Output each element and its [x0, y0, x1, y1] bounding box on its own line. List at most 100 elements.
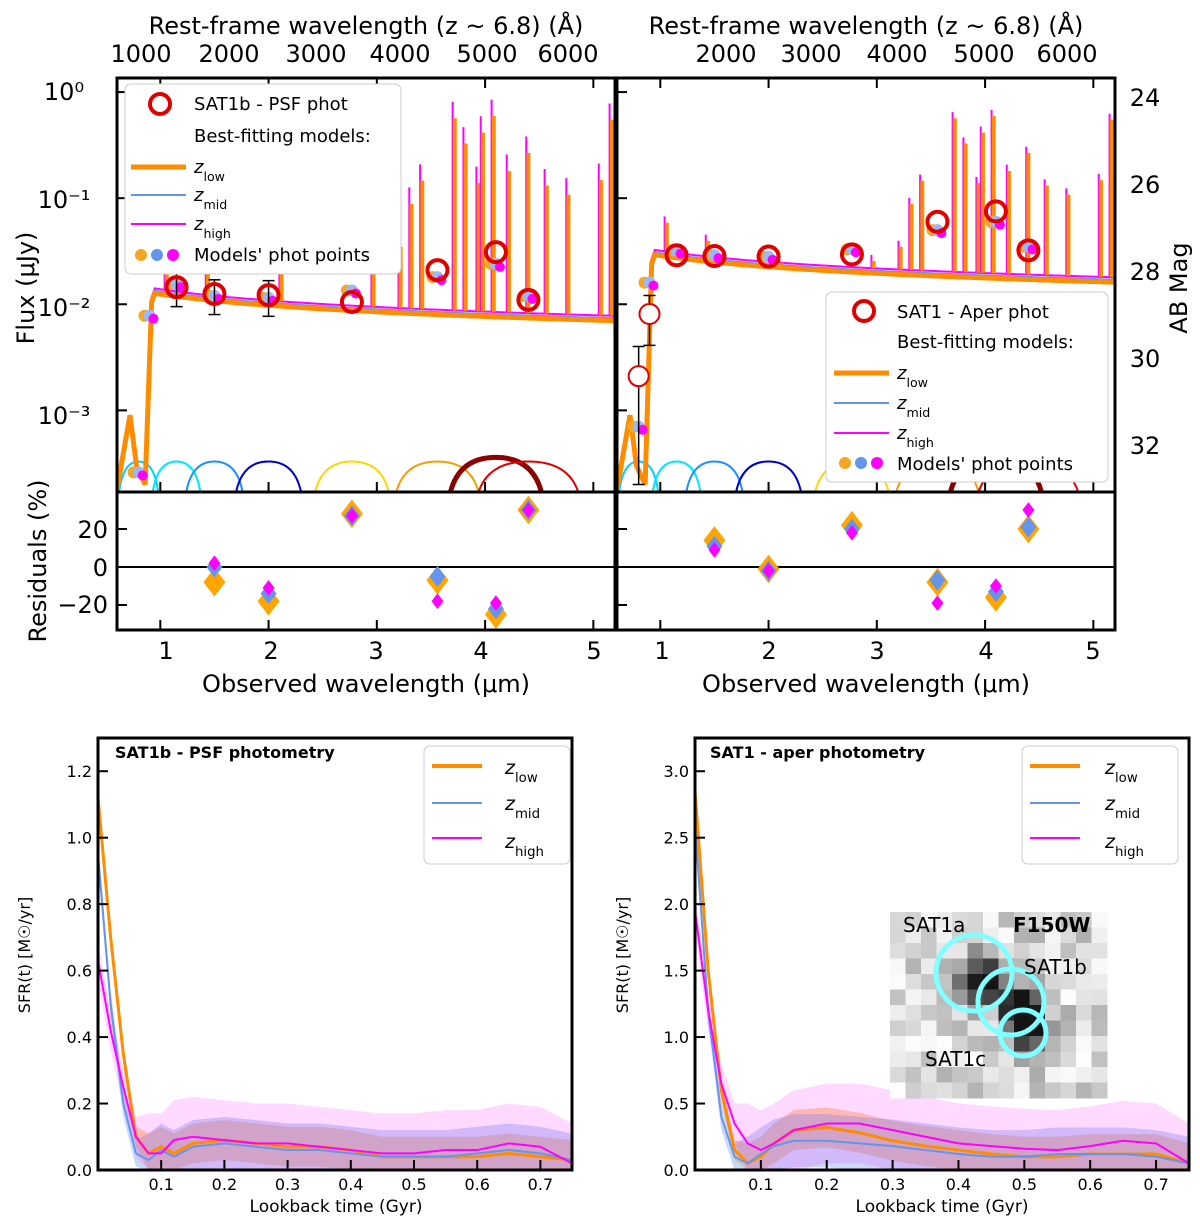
filter-curve [477, 460, 580, 492]
inset-pixel [921, 1082, 937, 1099]
y-tick-label: 3.0 [664, 762, 689, 781]
inset-pixel [890, 974, 906, 990]
mag-tick: 32 [1130, 432, 1161, 460]
y-tick-label: 0.0 [664, 1161, 689, 1180]
inset-pixel [1045, 958, 1061, 975]
legend-obs-label: SAT1b - PSF phot [194, 94, 348, 115]
inset-pixel [952, 912, 968, 928]
filter-curve [685, 460, 744, 492]
legend-obs-marker [148, 92, 172, 116]
residual-xtick: 1 [158, 637, 173, 665]
top-tick: 3000 [285, 40, 346, 68]
sfh-legend-high: zhigh [504, 831, 544, 860]
inset-pixel [952, 1036, 968, 1052]
y-tick-label: 1.0 [67, 829, 92, 848]
legend-high-label: zhigh [896, 423, 934, 450]
mag-tick: 30 [1130, 345, 1161, 373]
top-axis-label-right: Rest-frame wavelength (z ~ 6.8) (Å) [649, 11, 1084, 40]
y-tick-label: 1.0 [664, 1028, 689, 1047]
inset-pixel [967, 912, 984, 928]
inset-pixel [936, 912, 953, 928]
observed-point [1016, 238, 1041, 263]
inset-pixel [1029, 927, 1046, 944]
inset-pixel [905, 1005, 922, 1021]
spectrum-z-low [117, 290, 615, 490]
inset-pixel [905, 912, 922, 928]
sfh-right-legend: zlow zmid zhigh [1021, 745, 1179, 865]
sed-right-ylabel: AB Mag [1165, 242, 1193, 333]
inset-pixel [921, 912, 937, 928]
inset-pixel [905, 958, 922, 975]
inset-pixel [890, 1036, 906, 1052]
sfh-line [695, 910, 1189, 1165]
inset-pixel [1014, 912, 1030, 928]
filter-curve [151, 460, 202, 492]
filter-curve [185, 460, 244, 492]
residual-diamond [989, 578, 1002, 594]
inset-pixel [998, 1051, 1015, 1068]
inset-pixel [1045, 912, 1061, 928]
model-point-high [637, 424, 648, 435]
inset-pixel [998, 1067, 1015, 1083]
top-tick: 5000 [456, 40, 517, 68]
inset-pixel [1060, 943, 1077, 959]
legend-mid-label: zmid [193, 185, 227, 212]
inset-pixel [1076, 1082, 1092, 1099]
sfh-right-ylabel: SFR(t) [M☉/yr] [613, 897, 632, 1013]
inset-pixel [1060, 1082, 1077, 1099]
inset-pixel [952, 974, 968, 990]
y-tick-label: 0.5 [664, 1095, 689, 1114]
inset-pixel [998, 1005, 1015, 1021]
inset-pixel [905, 943, 922, 959]
inset-pixel [967, 943, 984, 959]
sed-legend-left: SAT1b - PSF phot Best-fitting models: zl… [124, 83, 402, 275]
legend-models-title: Best-fitting models: [897, 332, 1074, 353]
observed-point [839, 242, 864, 267]
inset-pixel [952, 943, 968, 959]
mag-tick: 28 [1130, 258, 1161, 286]
sed-legend-right: SAT1 - Aper phot Best-fitting models: zl… [825, 291, 1109, 483]
inset-pixel [1014, 927, 1030, 944]
inset-pixel [983, 1036, 999, 1052]
observed-point [925, 209, 950, 234]
inset-pixel [1029, 1067, 1046, 1083]
inset-pixel [1091, 1067, 1108, 1083]
inset-pixel [1091, 1036, 1108, 1052]
residual-xtick: 5 [1085, 637, 1100, 665]
model-point-high [527, 293, 538, 304]
inset-pixel [890, 1082, 906, 1099]
inset-pixel [936, 1020, 953, 1037]
observed-point [202, 281, 227, 306]
sfh-legend-mid: zmid [504, 793, 540, 822]
inset-pixel [1045, 1082, 1061, 1099]
residual-diamond [262, 580, 275, 596]
x-tick-label: 0.1 [748, 1175, 773, 1194]
inset-pixel [921, 927, 937, 944]
residual-panel-left [117, 495, 615, 630]
inset-pixel [983, 943, 999, 959]
inset-pixel [1076, 912, 1092, 928]
inset-pixel [921, 1020, 937, 1037]
filter-curve [651, 460, 702, 492]
legend-mid-label: zmid [896, 393, 930, 420]
sfh-left-legend: zlow zmid zhigh [423, 745, 571, 865]
observed-point [164, 275, 189, 300]
inset-pixel [905, 927, 922, 944]
inset-pixel [890, 912, 906, 928]
residual-xtick: 4 [473, 637, 488, 665]
inset-pixel [1014, 974, 1030, 990]
y-tick-label: 1.2 [67, 762, 92, 781]
inset-pixel [921, 1051, 937, 1068]
inset-pixel [890, 1020, 906, 1037]
inset-pixel [921, 958, 937, 975]
sfh-right-ticks: 0.1 0.2 0.3 0.4 0.5 0.6 0.7 0.0 0.5 1.0 1.5 2.0 2.5 3… [664, 762, 1169, 1194]
residual-diamond [203, 567, 226, 597]
inset-pixel [983, 1051, 999, 1068]
inset-pixel [1029, 912, 1046, 928]
sfh-line [98, 854, 572, 1162]
inset-pixel [1045, 989, 1061, 1006]
sfh-panel-left [98, 787, 572, 1170]
residual-diamond [1020, 516, 1037, 538]
top-tick: 5000 [953, 40, 1014, 68]
x-tick-label: 0.2 [814, 1175, 839, 1194]
